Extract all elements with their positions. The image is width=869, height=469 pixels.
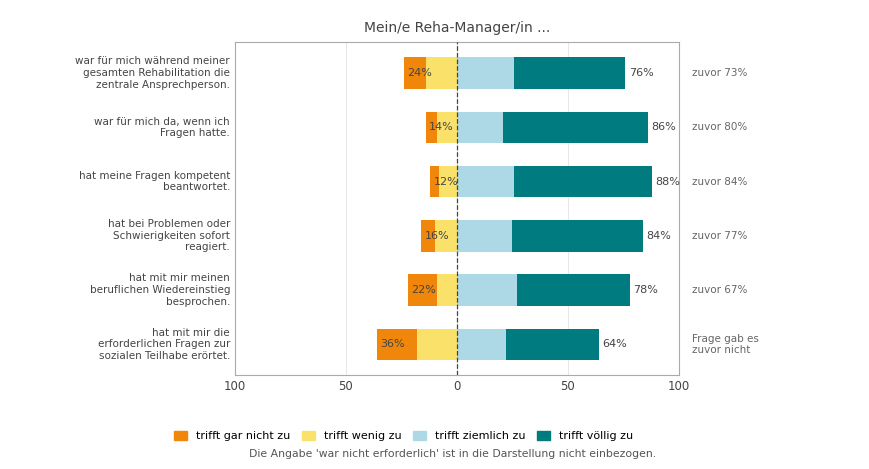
Bar [434,220,456,251]
Text: zuvor 80%: zuvor 80% [691,122,746,132]
Bar [376,329,456,360]
Text: Die Angabe 'war nicht erforderlich' ist in die Darstellung nicht einbezogen.: Die Angabe 'war nicht erforderlich' ist … [249,449,655,459]
Text: zuvor 84%: zuvor 84% [691,177,746,187]
Bar [503,112,647,143]
Text: 64%: 64% [601,340,626,349]
Text: Frage gab es
zuvor nicht: Frage gab es zuvor nicht [691,333,758,355]
Text: zuvor 67%: zuvor 67% [691,285,746,295]
Text: 16%: 16% [424,231,448,241]
Bar [456,329,505,360]
Bar [421,220,456,251]
Bar [416,329,456,360]
Legend: trifft gar nicht zu, trifft wenig zu, trifft ziemlich zu, trifft völlig zu: trifft gar nicht zu, trifft wenig zu, tr… [174,431,632,441]
Text: 22%: 22% [411,285,435,295]
Bar [425,57,456,89]
Text: 76%: 76% [628,68,653,78]
Bar [436,274,456,306]
Bar [408,274,456,306]
Bar [456,274,516,306]
Text: 86%: 86% [650,122,675,132]
Bar [456,112,503,143]
Text: 78%: 78% [633,285,657,295]
Bar [456,57,514,89]
Bar [456,220,512,251]
Text: zuvor 77%: zuvor 77% [691,231,746,241]
Title: Mein/e Reha-Manager/in ...: Mein/e Reha-Manager/in ... [363,22,549,36]
Bar [514,166,651,197]
Bar [403,57,456,89]
Bar [429,166,456,197]
Bar [439,166,456,197]
Bar [436,112,456,143]
Text: 24%: 24% [407,68,431,78]
Bar [505,329,598,360]
Bar [516,274,629,306]
Bar [425,112,456,143]
Text: 36%: 36% [380,340,404,349]
Text: 84%: 84% [646,231,671,241]
Text: zuvor 73%: zuvor 73% [691,68,746,78]
Bar [514,57,625,89]
Text: 88%: 88% [654,177,680,187]
Bar [512,220,642,251]
Bar [456,166,514,197]
Text: 12%: 12% [433,177,458,187]
Text: 14%: 14% [428,122,454,132]
